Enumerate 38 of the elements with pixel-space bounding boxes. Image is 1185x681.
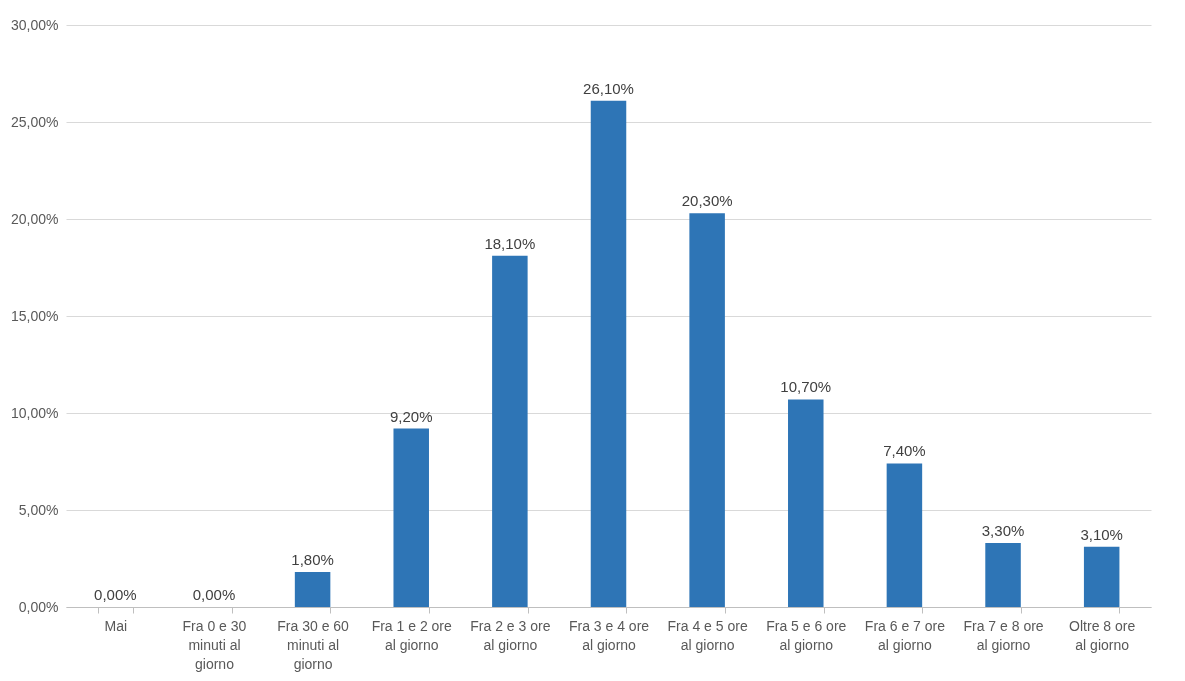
data-label: 0,00% — [94, 586, 137, 603]
bar — [1083, 546, 1120, 607]
bar — [886, 463, 923, 607]
y-tick-label: 5,00% — [18, 501, 59, 518]
bar — [294, 572, 331, 607]
data-label: 10,70% — [780, 378, 832, 396]
bar — [590, 100, 627, 607]
x-tick-label: Oltre 8 ore al giorno — [1069, 617, 1136, 653]
bar — [788, 399, 824, 607]
data-label: 3,30% — [981, 521, 1025, 539]
x-tick-label: Fra 30 e 60 minuti al giorno — [277, 617, 350, 672]
x-tick-label: Fra 1 e 2 ore al giorno — [371, 617, 453, 653]
x-tick-label: Fra 7 e 8 ore al giorno — [963, 617, 1044, 653]
x-tick-label: Fra 3 e 4 ore al giorno — [568, 617, 650, 653]
data-label: 3,10% — [1080, 525, 1123, 543]
data-label: 0,00% — [192, 586, 236, 603]
x-tick-label: Fra 5 e 6 ore al giorno — [766, 617, 847, 653]
data-label: 1,80% — [291, 551, 334, 569]
y-tick-label: 25,00% — [11, 113, 59, 130]
bar — [393, 428, 429, 607]
data-label: 20,30% — [681, 192, 733, 210]
x-tick-label: Fra 6 e 7 ore al giorno — [864, 617, 946, 653]
data-label: 7,40% — [883, 442, 926, 460]
bar — [985, 542, 1021, 607]
x-tick-label: Fra 0 e 30 minuti al giorno — [182, 617, 247, 672]
y-tick-label: 15,00% — [11, 307, 59, 324]
y-tick-label: 10,00% — [11, 404, 59, 421]
x-tick-label: Fra 2 e 3 ore al giorno — [470, 617, 551, 653]
bar — [689, 213, 725, 607]
y-tick-label: 30,00% — [11, 16, 59, 33]
y-tick-label: 0,00% — [18, 598, 59, 615]
x-tick-label: Mai — [104, 617, 128, 634]
data-label: 9,20% — [389, 407, 433, 425]
data-label: 26,10% — [583, 79, 634, 97]
data-label: 18,10% — [484, 234, 536, 252]
x-tick-label: Fra 4 e 5 ore al giorno — [667, 617, 748, 653]
y-tick-label: 20,00% — [11, 210, 59, 227]
bar — [492, 255, 528, 607]
